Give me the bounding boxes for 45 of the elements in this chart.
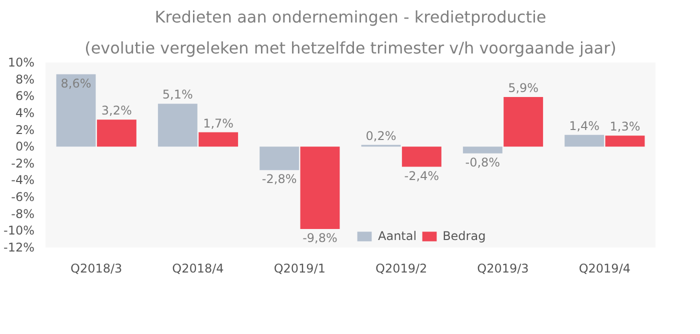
legend-label: Aantal xyxy=(378,229,417,243)
data-label: 8,6% xyxy=(60,76,92,90)
y-tick-label: -2% xyxy=(11,156,35,170)
y-tick-label: -6% xyxy=(11,190,35,204)
y-tick-label: 0% xyxy=(15,140,35,154)
data-label: 0,2% xyxy=(366,128,396,143)
x-tick-label: Q2019/2 xyxy=(376,262,428,276)
bar xyxy=(462,146,502,154)
data-label: 1,3% xyxy=(610,120,640,134)
data-label: 1,7% xyxy=(203,116,234,130)
data-label: -0,8% xyxy=(465,155,500,170)
y-tick-label: 10% xyxy=(8,56,34,70)
bar xyxy=(260,146,300,170)
data-label: -2,8% xyxy=(262,172,297,186)
chart-title: Kredieten aan ondernemingen - kredietproductie xyxy=(154,8,546,26)
bar xyxy=(402,146,442,167)
data-label: 3,2% xyxy=(101,104,132,118)
x-tick-label: Q2018/4 xyxy=(172,262,224,276)
y-tick-label: -4% xyxy=(11,173,35,188)
data-label: -2,4% xyxy=(404,168,440,183)
bar xyxy=(96,120,136,147)
x-tick-label: Q2018/3 xyxy=(70,262,122,276)
data-label: 5,9% xyxy=(508,80,539,95)
bar xyxy=(564,134,604,147)
data-label: 1,4% xyxy=(569,118,600,133)
bar xyxy=(158,104,198,147)
bar xyxy=(56,74,96,147)
data-label: 5,1% xyxy=(162,88,193,102)
y-tick-label: 6% xyxy=(15,89,35,104)
y-tick-label: 8% xyxy=(15,72,35,86)
y-tick-label: -10% xyxy=(4,224,35,238)
chart-subtitle: (evolutie vergeleken met hetzelfde trimester v/h voorgaande jaar) xyxy=(84,38,616,58)
x-tick-label: Q2019/4 xyxy=(578,262,631,276)
bar xyxy=(198,132,238,147)
x-tick-label: Q2019/3 xyxy=(477,262,529,276)
y-tick-label: 4% xyxy=(15,106,35,120)
bar xyxy=(300,146,340,229)
y-tick-label: -8% xyxy=(11,206,35,221)
data-label: -9,8% xyxy=(302,231,338,245)
y-tick-label: -12% xyxy=(4,240,35,254)
bar xyxy=(504,96,544,147)
bar xyxy=(605,136,645,147)
legend-label: Bedrag xyxy=(442,229,486,243)
y-tick-label: 2% xyxy=(15,122,35,137)
x-tick-label: Q2019/1 xyxy=(274,262,326,276)
